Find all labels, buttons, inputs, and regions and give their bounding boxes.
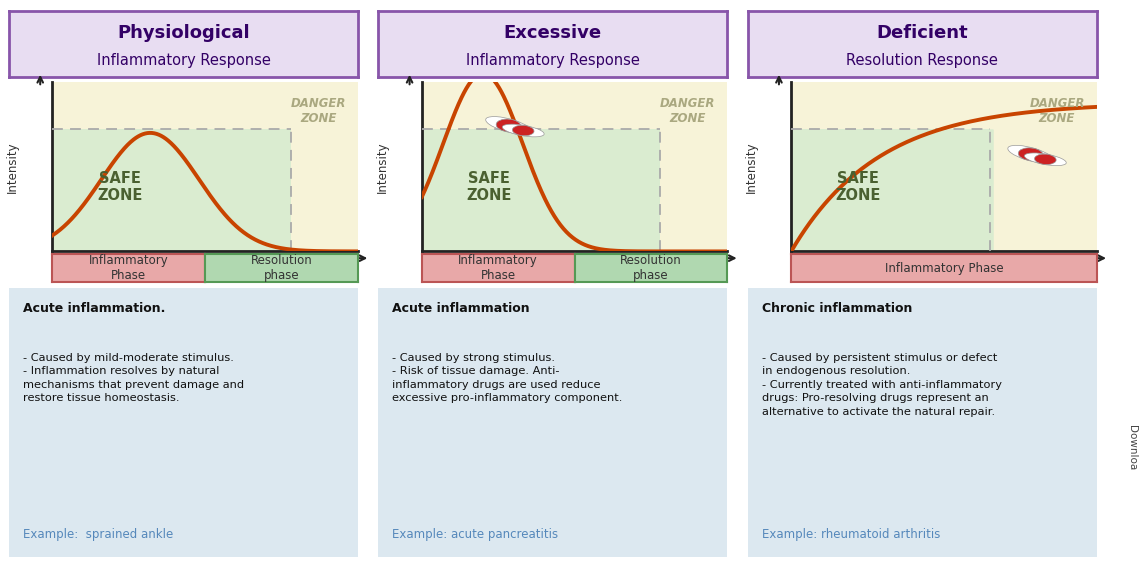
Text: Acute inflammation.: Acute inflammation. [23, 301, 165, 315]
Ellipse shape [1025, 153, 1066, 166]
Text: SAFE
ZONE: SAFE ZONE [836, 171, 881, 203]
Ellipse shape [503, 124, 544, 137]
Text: Acute inflammation: Acute inflammation [392, 301, 530, 315]
Text: Physiological: Physiological [117, 24, 250, 41]
Text: Resolution
phase: Resolution phase [251, 254, 312, 282]
Text: Intensity: Intensity [375, 141, 389, 192]
Text: - Caused by strong stimulus.
- Risk of tissue damage. Anti-
inflammatory drugs a: - Caused by strong stimulus. - Risk of t… [392, 352, 622, 404]
Text: Example:  sprained ankle: Example: sprained ankle [23, 528, 173, 541]
Text: Example: acute pancreatitis: Example: acute pancreatitis [392, 528, 559, 541]
Text: Time: Time [1054, 263, 1084, 276]
Text: DANGER
ZONE: DANGER ZONE [660, 97, 715, 125]
Ellipse shape [1018, 148, 1043, 161]
Bar [791, 130, 990, 251]
Ellipse shape [486, 117, 531, 134]
Text: - Caused by mild-moderate stimulus.
- Inflammation resolves by natural
mechanism: - Caused by mild-moderate stimulus. - In… [23, 352, 244, 404]
Ellipse shape [496, 119, 521, 132]
Text: Downloa: Downloa [1127, 425, 1137, 470]
Ellipse shape [513, 125, 534, 135]
Text: Deficient: Deficient [877, 24, 968, 41]
Text: SAFE
ZONE: SAFE ZONE [466, 171, 512, 203]
Text: Intensity: Intensity [6, 141, 19, 192]
Text: Resolution Response: Resolution Response [846, 53, 999, 68]
Text: Inflammatory
Phase: Inflammatory Phase [89, 254, 169, 282]
Text: Time: Time [316, 263, 345, 276]
Text: Inflammatory Response: Inflammatory Response [97, 53, 270, 68]
Text: - Caused by persistent stimulus or defect
in endogenous resolution.
- Currently : - Caused by persistent stimulus or defec… [762, 352, 1002, 417]
Text: Excessive: Excessive [504, 24, 602, 41]
Text: Inflammatory Response: Inflammatory Response [466, 53, 640, 68]
Ellipse shape [1035, 154, 1056, 165]
Ellipse shape [1008, 145, 1053, 163]
Text: Resolution
phase: Resolution phase [620, 254, 682, 282]
Text: Inflammatory
Phase: Inflammatory Phase [458, 254, 538, 282]
Text: SAFE
ZONE: SAFE ZONE [97, 171, 142, 203]
Text: Inflammatory Phase: Inflammatory Phase [885, 262, 1003, 274]
Text: Example: rheumatoid arthritis: Example: rheumatoid arthritis [762, 528, 940, 541]
Text: DANGER
ZONE: DANGER ZONE [1029, 97, 1084, 125]
Text: DANGER
ZONE: DANGER ZONE [291, 97, 345, 125]
Text: Intensity: Intensity [744, 141, 758, 192]
Text: Chronic inflammation: Chronic inflammation [762, 301, 912, 315]
Bar [52, 130, 291, 251]
Bar [422, 130, 660, 251]
Text: Time: Time [685, 263, 715, 276]
